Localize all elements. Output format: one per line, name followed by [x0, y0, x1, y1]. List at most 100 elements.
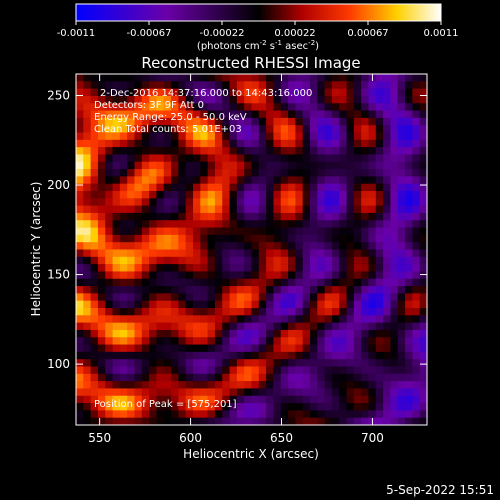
heatmap-cell — [185, 74, 194, 82]
heatmap-cell — [295, 176, 303, 184]
heatmap-cell — [397, 81, 406, 89]
heatmap-cell — [295, 147, 303, 155]
heatmap-cell — [273, 169, 282, 177]
heatmap-cell — [185, 154, 194, 163]
heatmap-cell — [112, 88, 121, 97]
heatmap-cell — [412, 74, 420, 82]
heatmap-cell — [229, 183, 238, 192]
heatmap-cell — [193, 264, 201, 272]
heatmap-cell — [222, 264, 230, 272]
heatmap-cell — [244, 395, 252, 404]
heatmap-cell — [134, 81, 143, 89]
heatmap-cell — [280, 308, 289, 316]
heatmap-cell — [97, 198, 106, 206]
heatmap-cell — [412, 256, 420, 265]
heatmap-cell — [193, 300, 201, 309]
heatmap-cell — [310, 315, 318, 323]
heatmap-cell — [317, 220, 325, 228]
heatmap-cell — [207, 308, 216, 316]
heatmap-cell — [127, 249, 135, 258]
heatmap-cell — [185, 286, 194, 294]
heatmap-cell — [163, 191, 172, 199]
heatmap-cell — [375, 395, 384, 404]
heatmap-cell — [339, 169, 347, 177]
heatmap-cell — [207, 161, 216, 170]
heatmap-cell — [324, 308, 333, 316]
heatmap-cell — [419, 315, 427, 323]
heatmap-cell — [405, 351, 413, 360]
heatmap-cell — [397, 395, 406, 404]
heatmap-cell — [361, 234, 369, 243]
heatmap-cell — [266, 183, 274, 192]
heatmap-cell — [163, 286, 172, 294]
heatmap-cell — [119, 373, 128, 382]
heatmap-cell — [346, 132, 355, 141]
heatmap-cell — [412, 315, 420, 323]
heatmap-cell — [258, 300, 267, 309]
heatmap-cell — [339, 161, 347, 170]
heatmap-cell — [288, 300, 296, 309]
heatmap-cell — [361, 205, 369, 214]
heatmap-cell — [295, 95, 303, 104]
heatmap-cell — [105, 242, 113, 250]
heatmap-cell — [419, 249, 427, 258]
heatmap-cell — [390, 176, 399, 184]
heatmap-cell — [288, 344, 296, 353]
heatmap-cell — [295, 234, 303, 243]
heatmap-cell — [127, 286, 135, 294]
heatmap-cell — [412, 351, 420, 360]
heatmap-cell — [295, 308, 303, 316]
heatmap-cell — [258, 220, 267, 228]
heatmap-cell — [295, 366, 303, 375]
heatmap-cell — [295, 388, 303, 397]
heatmap-cell — [258, 234, 267, 243]
heatmap-cell — [134, 154, 143, 163]
heatmap-cell — [244, 286, 252, 294]
heatmap-cell — [149, 278, 157, 287]
heatmap-cell — [397, 220, 406, 228]
heatmap-cell — [331, 337, 340, 345]
heatmap-cell — [288, 388, 296, 397]
heatmap-cell — [397, 125, 406, 133]
heatmap-cell — [317, 169, 325, 177]
heatmap-cell — [412, 95, 420, 104]
heatmap-cell — [193, 117, 201, 126]
heatmap-cell — [310, 388, 318, 397]
heatmap-cell — [105, 88, 113, 97]
heatmap-cell — [193, 417, 201, 425]
heatmap-cell — [149, 293, 157, 301]
heatmap-cell — [149, 242, 157, 250]
heatmap-cell — [266, 103, 274, 111]
heatmap-cell — [251, 315, 260, 323]
heatmap-cell — [178, 308, 186, 316]
heatmap-cell — [127, 110, 135, 119]
heatmap-cell — [178, 169, 186, 177]
heatmap-cell — [163, 329, 172, 338]
heatmap-cell — [214, 132, 223, 141]
heatmap-cell — [236, 286, 245, 294]
heatmap-cell — [310, 125, 318, 133]
heatmap-cell — [353, 154, 362, 163]
heatmap-cell — [419, 161, 427, 170]
heatmap-cell — [331, 344, 340, 353]
heatmap-cell — [375, 103, 384, 111]
heatmap-cell — [171, 169, 179, 177]
heatmap-cell — [185, 300, 194, 309]
heatmap-cell — [185, 329, 194, 338]
heatmap-cell — [361, 169, 369, 177]
heatmap-cell — [222, 132, 230, 141]
heatmap-cell — [185, 183, 194, 192]
heatmap-cell — [288, 293, 296, 301]
heatmap-cell — [361, 117, 369, 126]
heatmap-cell — [258, 286, 267, 294]
heatmap-cell — [353, 205, 362, 214]
heatmap-cell — [251, 147, 260, 155]
heatmap-cell — [193, 293, 201, 301]
heatmap-cell — [280, 278, 289, 287]
heatmap-cell — [317, 388, 325, 397]
heatmap-cell — [273, 322, 282, 331]
heatmap-cell — [244, 322, 252, 331]
heatmap-cell — [368, 264, 377, 272]
heatmap-cell — [302, 366, 311, 375]
heatmap-cell — [273, 183, 282, 192]
